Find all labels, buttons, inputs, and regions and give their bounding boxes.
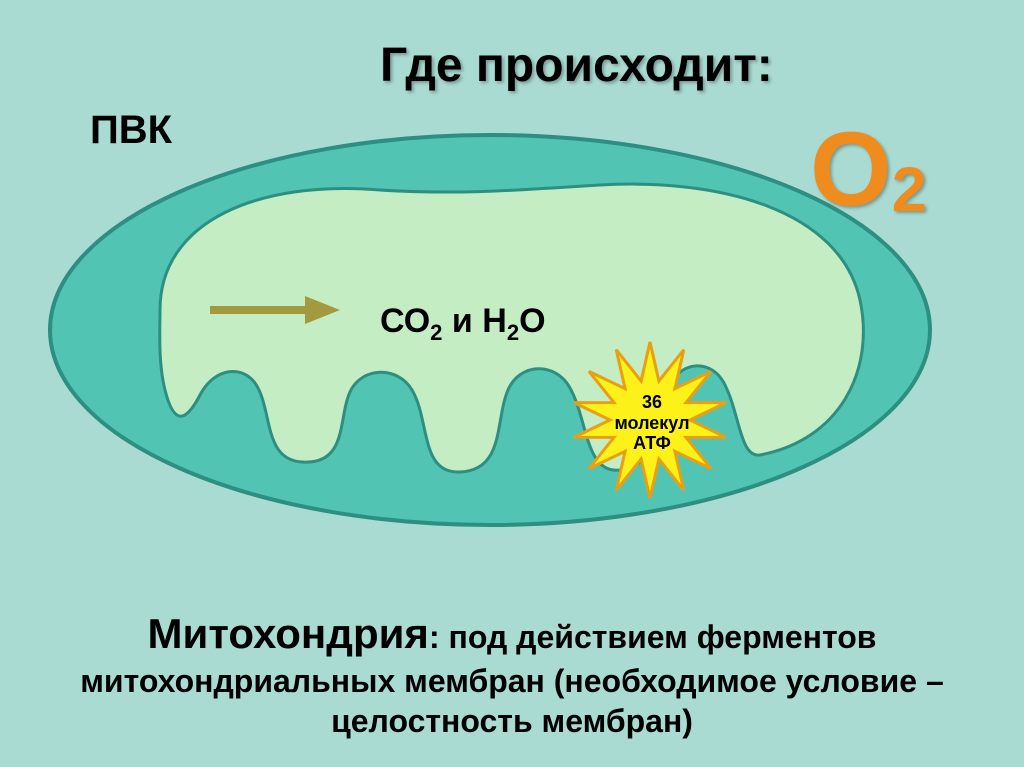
- diagram-canvas: Где происходит: ПВК О2 СО2 и Н2О 36молек…: [0, 0, 1024, 767]
- atp-starburst-text: 36молекулАТФ: [612, 392, 692, 454]
- caption-text: Митохондрия: под действием ферментов мит…: [32, 608, 992, 741]
- diagram-title: Где происходит:: [380, 38, 773, 93]
- products-formula: СО2 и Н2О: [380, 302, 546, 346]
